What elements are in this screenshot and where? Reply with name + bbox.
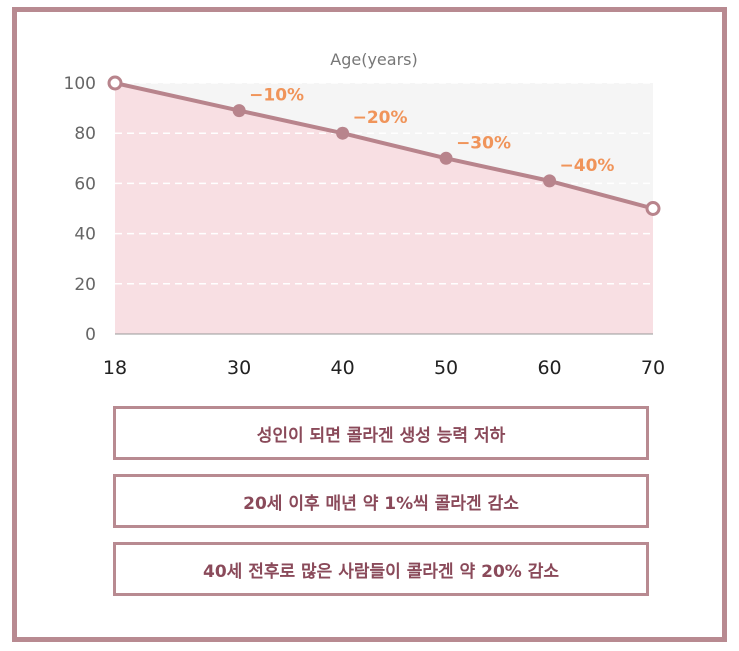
y-tick-labels: 0 20 40 60 80 100 — [64, 74, 96, 345]
y-tick-label: 80 — [74, 124, 96, 144]
data-labels: −10% −20% −30% −40% — [249, 86, 614, 176]
x-tick-label: 18 — [103, 357, 127, 379]
y-tick-label: 40 — [74, 225, 96, 245]
chart-axis-title: Age(years) — [330, 50, 417, 69]
data-label: −10% — [249, 86, 304, 106]
data-label: −30% — [456, 133, 511, 153]
note-text-2: 20세 이후 매년 약 1%씩 콜라겐 감소 — [243, 493, 519, 514]
x-tick-label: 50 — [434, 357, 458, 379]
data-point — [107, 75, 123, 91]
area-fill — [115, 83, 653, 334]
note-text-1: 성인이 되면 콜라겐 생성 능력 저하 — [256, 425, 506, 446]
data-point — [336, 126, 350, 140]
data-label: −20% — [353, 108, 408, 128]
data-point — [645, 201, 661, 216]
note-box-1: 성인이 되면 콜라겐 생성 능력 저하 — [113, 406, 649, 460]
note-box-3: 40세 전후로 많은 사람들이 콜라겐 약 20% 감소 — [113, 542, 649, 596]
x-tick-label: 30 — [227, 357, 251, 379]
x-tick-label: 70 — [641, 357, 665, 379]
data-point — [543, 174, 557, 188]
x-tick-label: 60 — [537, 357, 561, 379]
grid-lines — [115, 82, 653, 285]
y-tick-label: 60 — [74, 174, 96, 194]
y-tick-label: 20 — [74, 275, 96, 295]
data-point — [439, 151, 453, 165]
y-tick-label: 0 — [85, 325, 96, 345]
x-tick-label: 40 — [331, 357, 355, 379]
series-line — [114, 81, 654, 211]
y-tick-label: 100 — [64, 74, 96, 94]
data-points — [107, 75, 661, 216]
age-collagen-chart: −10% −20% −30% −40% 0 20 40 60 80 100 18 30 40 50 60… — [64, 50, 666, 379]
data-label: −40% — [560, 156, 615, 176]
data-point — [232, 104, 246, 118]
note-text-3: 40세 전후로 많은 사람들이 콜라겐 약 20% 감소 — [202, 561, 560, 582]
x-tick-labels: 18 30 40 50 60 70 — [103, 357, 665, 379]
note-box-2: 20세 이후 매년 약 1%씩 콜라겐 감소 — [113, 474, 649, 528]
